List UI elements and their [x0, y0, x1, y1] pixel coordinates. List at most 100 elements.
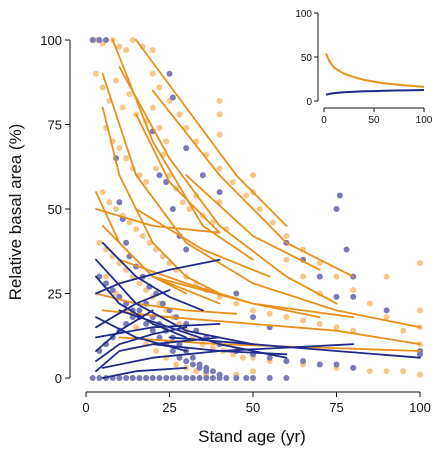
data-point-s1-64: [203, 368, 210, 375]
data-point-s1-56: [149, 327, 156, 334]
data-point-s1-86: [316, 361, 323, 368]
data-point-s1-59: [169, 347, 176, 354]
data-point-s0-127: [216, 97, 223, 104]
fit-curve-s2-0: [101, 72, 421, 329]
inset-x-tick-label-50: 50: [368, 115, 380, 126]
y-tick-label-100: 100: [40, 33, 62, 48]
data-point-s1-3: [89, 375, 96, 381]
data-point-s0-41: [126, 219, 133, 226]
data-point-s0-109: [176, 111, 183, 118]
data-point-s0-77: [209, 344, 216, 351]
data-point-s0-107: [156, 84, 163, 91]
data-point-s0-129: [216, 131, 223, 138]
data-point-s1-17: [183, 375, 190, 381]
data-point-s1-25: [243, 375, 250, 381]
x-axis-title: Stand age (yr): [198, 427, 306, 446]
fit-curve-s2-11: [135, 208, 271, 278]
inset-x-tick-label-100: 100: [416, 115, 433, 126]
data-point-s1-12: [149, 375, 156, 381]
data-point-s1-35: [136, 307, 143, 314]
data-point-s0-37: [99, 189, 106, 196]
data-point-s1-104: [343, 246, 350, 253]
data-point-s0-90: [400, 368, 407, 375]
data-point-s1-103: [336, 192, 343, 199]
y-axis-title: Relative basal area (%): [6, 124, 25, 301]
data-point-s1-20: [203, 375, 210, 381]
main-curves-layer: [95, 39, 421, 379]
data-point-s0-61: [96, 239, 103, 246]
fit-curve-s2-9: [101, 309, 421, 346]
fit-curve-s2-4: [135, 39, 288, 227]
fit-curve-s2-6: [151, 89, 355, 278]
data-point-s0-8: [93, 70, 100, 77]
data-point-s0-42: [133, 226, 140, 233]
data-point-s0-25: [143, 178, 150, 185]
data-point-s1-55: [143, 320, 150, 327]
data-point-s0-58: [316, 320, 323, 327]
data-point-s1-11: [143, 375, 150, 381]
data-point-s1-96: [250, 314, 256, 321]
data-point-s1-49: [103, 280, 110, 287]
data-point-s0-44: [146, 239, 153, 246]
x-tick-label-75: 75: [329, 400, 343, 415]
fit-curve-s2-15: [185, 174, 321, 271]
x-tick-label-0: 0: [82, 400, 89, 415]
data-point-s0-54: [250, 307, 256, 314]
data-point-s0-38: [106, 199, 113, 206]
data-point-s1-92: [169, 206, 176, 212]
data-point-s0-55: [266, 310, 273, 317]
data-point-s1-102: [333, 206, 340, 212]
data-point-s0-120: [316, 260, 323, 267]
data-point-s0-17: [156, 124, 163, 131]
data-point-s0-88: [366, 368, 373, 375]
data-point-s0-124: [383, 314, 390, 321]
fit-curve-s2-10: [118, 258, 321, 319]
data-point-s0-56: [283, 314, 290, 321]
data-point-s0-130: [250, 172, 256, 179]
data-point-s0-21: [116, 145, 123, 152]
data-point-s1-101: [333, 293, 340, 300]
data-point-s1-68: [123, 239, 130, 246]
fit-curve-s3-3: [95, 275, 188, 339]
fit-curve-s2-1: [101, 106, 221, 295]
data-point-s1-47: [216, 371, 223, 378]
data-point-s0-125: [400, 327, 407, 334]
x-tick-label-25: 25: [162, 400, 176, 415]
data-point-s1-43: [189, 354, 196, 361]
data-point-s0-43: [139, 233, 146, 240]
data-point-s1-10: [136, 375, 143, 381]
y-tick-label-50: 50: [48, 202, 62, 217]
data-point-s1-63: [196, 364, 203, 371]
data-point-s1-111: [169, 94, 176, 101]
y-tick-label-0: 0: [55, 371, 62, 386]
data-point-s1-107: [383, 307, 390, 314]
inset-x-tick-label-0: 0: [321, 115, 327, 126]
data-point-s1-85: [300, 358, 307, 365]
data-point-s1-27: [266, 375, 273, 381]
data-point-s0-134: [300, 273, 307, 280]
data-point-s1-88: [350, 364, 357, 371]
data-point-s1-87: [333, 361, 340, 368]
data-point-s0-4: [123, 47, 130, 54]
data-point-s1-19: [196, 375, 203, 381]
data-point-s1-94: [183, 246, 190, 253]
data-point-s0-105: [250, 368, 256, 375]
data-point-s0-13: [126, 91, 133, 98]
data-point-s1-57: [156, 334, 163, 341]
data-point-s1-7: [116, 375, 123, 381]
fit-curve-s3-14: [95, 309, 154, 352]
data-point-s1-110: [166, 70, 173, 77]
data-point-s1-41: [176, 341, 183, 348]
inset-series-line-0: [325, 53, 425, 88]
data-point-s0-117: [270, 219, 277, 226]
x-tick-label-100: 100: [409, 400, 431, 415]
inset-axes: 0 50 100 0 50 100: [295, 9, 432, 126]
data-point-s0-18: [163, 138, 170, 145]
data-point-s1-50: [109, 287, 116, 294]
data-point-s0-22: [123, 155, 130, 162]
data-point-s0-122: [350, 287, 357, 294]
data-point-s0-67: [136, 280, 143, 287]
fit-curve-s2-14: [101, 224, 221, 305]
data-point-s0-97: [153, 347, 160, 354]
data-point-s1-13: [156, 375, 163, 381]
